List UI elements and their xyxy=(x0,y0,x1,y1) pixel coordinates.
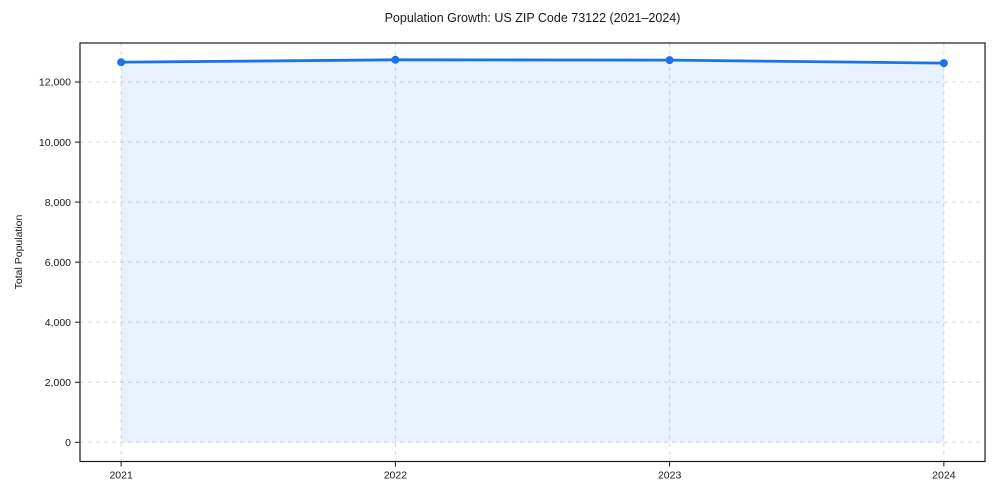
y-tick-label: 8,000 xyxy=(45,197,71,209)
y-tick-label: 12,000 xyxy=(39,77,71,89)
data-point-marker xyxy=(939,59,948,68)
y-tick-label: 4,000 xyxy=(45,317,71,329)
x-tick-label: 2024 xyxy=(932,470,956,482)
data-point-marker xyxy=(391,55,400,64)
area-fill xyxy=(121,59,944,443)
population-line xyxy=(119,58,946,65)
x-tick-label: 2022 xyxy=(384,470,408,482)
y-tick-label: 0 xyxy=(65,437,71,449)
plot-border xyxy=(79,42,986,463)
y-tick-label: 2,000 xyxy=(45,377,71,389)
data-point-marker xyxy=(117,58,126,67)
x-tick-label: 2021 xyxy=(109,470,133,482)
chart-title: Population Growth: US ZIP Code 73122 (20… xyxy=(384,11,681,25)
data-point-marker xyxy=(665,56,674,65)
x-tick-label: 2023 xyxy=(658,470,682,482)
y-tick-label: 10,000 xyxy=(39,137,71,149)
y-tick-label: 6,000 xyxy=(45,257,71,269)
